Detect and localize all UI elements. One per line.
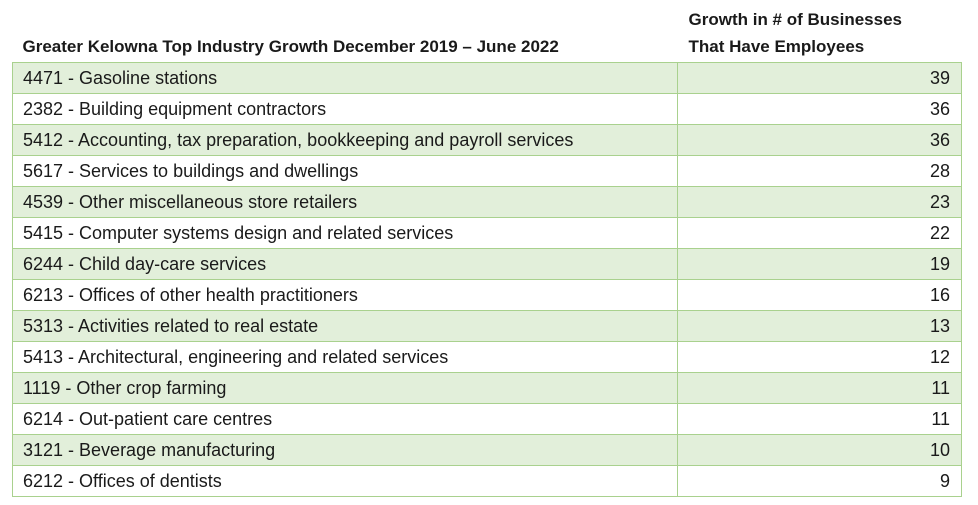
- industry-cell: 5413 - Architectural, engineering and re…: [12, 341, 678, 373]
- growth-cell: 13: [677, 310, 962, 342]
- table-row: 4539 - Other miscellaneous store retaile…: [12, 186, 962, 218]
- table-row: 6214 - Out-patient care centres 11: [12, 403, 962, 435]
- table-row: 6213 - Offices of other health practitio…: [12, 279, 962, 311]
- growth-cell: 36: [677, 93, 962, 125]
- growth-cell: 23: [677, 186, 962, 218]
- industry-cell: 2382 - Building equipment contractors: [12, 93, 678, 125]
- industry-cell: 6214 - Out-patient care centres: [12, 403, 678, 435]
- industry-growth-table-container: Greater Kelowna Top Industry Growth Dece…: [12, 6, 962, 497]
- table-row: 5617 - Services to buildings and dwellin…: [12, 155, 962, 187]
- table-row: 1119 - Other crop farming 11: [12, 372, 962, 404]
- growth-cell: 16: [677, 279, 962, 311]
- table-row: 5313 - Activities related to real estate…: [12, 310, 962, 342]
- table-header-row: Greater Kelowna Top Industry Growth Dece…: [13, 6, 962, 63]
- industry-cell: 3121 - Beverage manufacturing: [12, 434, 678, 466]
- growth-cell: 10: [677, 434, 962, 466]
- industry-cell: 6244 - Child day-care services: [12, 248, 678, 280]
- table-row: 5412 - Accounting, tax preparation, book…: [12, 124, 962, 156]
- industry-cell: 1119 - Other crop farming: [12, 372, 678, 404]
- growth-cell: 11: [677, 372, 962, 404]
- header-growth-line-1: Growth in # of Businesses: [688, 10, 903, 29]
- table-row: 6212 - Offices of dentists 9: [12, 465, 962, 497]
- table-row: 4471 - Gasoline stations 39: [12, 62, 962, 94]
- growth-cell: 19: [677, 248, 962, 280]
- industry-cell: 5415 - Computer systems design and relat…: [12, 217, 678, 249]
- header-growth: Growth in # of Businesses That Have Empl…: [678, 6, 962, 63]
- growth-cell: 36: [677, 124, 962, 156]
- industry-cell: 5412 - Accounting, tax preparation, book…: [12, 124, 678, 156]
- industry-cell: 4471 - Gasoline stations: [12, 62, 678, 94]
- header-industry: Greater Kelowna Top Industry Growth Dece…: [22, 37, 559, 56]
- industry-cell: 6213 - Offices of other health practitio…: [12, 279, 678, 311]
- industry-growth-table: Greater Kelowna Top Industry Growth Dece…: [12, 6, 962, 497]
- growth-cell: 22: [677, 217, 962, 249]
- growth-cell: 28: [677, 155, 962, 187]
- table-row: 3121 - Beverage manufacturing 10: [12, 434, 962, 466]
- industry-cell: 5313 - Activities related to real estate: [12, 310, 678, 342]
- table-row: 2382 - Building equipment contractors 36: [12, 93, 962, 125]
- table-row: 6244 - Child day-care services 19: [12, 248, 962, 280]
- table-row: 5413 - Architectural, engineering and re…: [12, 341, 962, 373]
- header-growth-line-2: That Have Employees: [688, 37, 865, 56]
- growth-cell: 12: [677, 341, 962, 373]
- growth-cell: 11: [677, 403, 962, 435]
- table-row: 5415 - Computer systems design and relat…: [12, 217, 962, 249]
- industry-cell: 4539 - Other miscellaneous store retaile…: [12, 186, 678, 218]
- industry-cell: 6212 - Offices of dentists: [12, 465, 678, 497]
- growth-cell: 9: [677, 465, 962, 497]
- industry-cell: 5617 - Services to buildings and dwellin…: [12, 155, 678, 187]
- table-body: 4471 - Gasoline stations 39 2382 - Buildin…: [12, 62, 962, 497]
- growth-cell: 39: [677, 62, 962, 94]
